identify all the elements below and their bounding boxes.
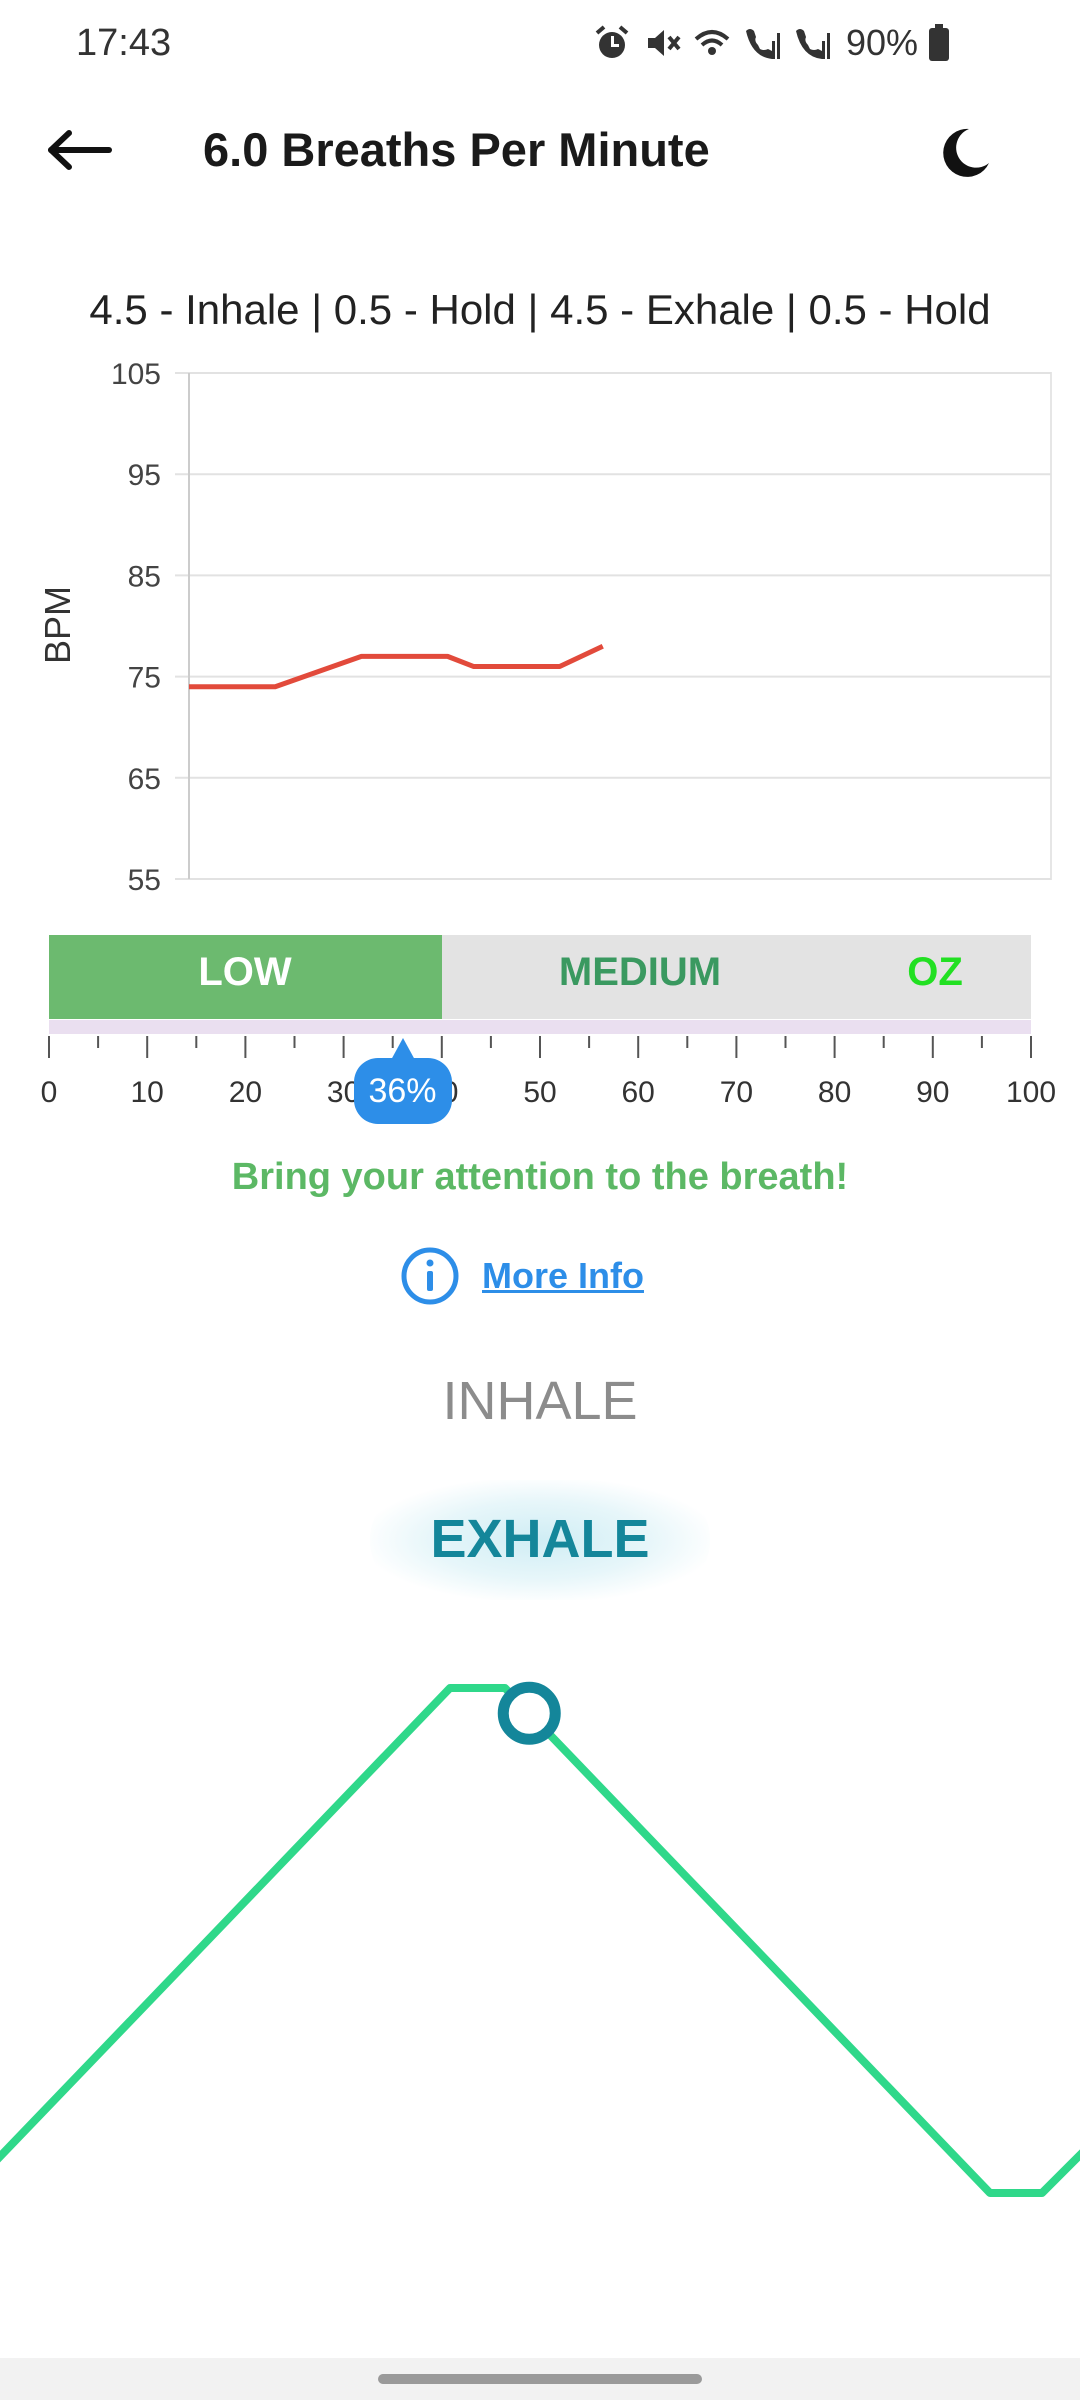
chart-y-tick-label: 105 bbox=[111, 360, 161, 391]
chart-grid bbox=[175, 372, 1052, 880]
more-info-label[interactable]: More Info bbox=[482, 1255, 644, 1296]
breathing-wave bbox=[0, 1681, 1080, 2197]
zone-oz-label: OZ bbox=[907, 950, 963, 994]
scale-label: 0 bbox=[41, 1076, 58, 1109]
home-gesture-handle[interactable] bbox=[378, 2374, 702, 2384]
wifi-calling-icon bbox=[694, 30, 730, 55]
chart-y-tick-label: 85 bbox=[128, 560, 161, 593]
scale-label: 60 bbox=[622, 1076, 655, 1109]
mute-icon bbox=[648, 30, 681, 56]
chart-y-label: BPM bbox=[37, 586, 78, 664]
moon-icon bbox=[943, 128, 989, 177]
zone-low-fill bbox=[49, 935, 442, 1019]
status-time: 17:43 bbox=[76, 22, 172, 64]
zone-low-label: LOW bbox=[198, 950, 292, 994]
scale-labels: 0102030405060708090100 bbox=[41, 1076, 1056, 1109]
chart-plot-area bbox=[188, 372, 1052, 880]
page-title: 6.0 Breaths Per Minute bbox=[203, 123, 710, 176]
battery-icon bbox=[929, 24, 950, 61]
scale-label: 10 bbox=[131, 1076, 164, 1109]
phase-inhale: INHALE bbox=[442, 1371, 638, 1431]
scale-label: 100 bbox=[1006, 1076, 1056, 1109]
breathing-wave-line bbox=[0, 1684, 1080, 2197]
scale-label: 20 bbox=[229, 1076, 262, 1109]
status-icons: 90% bbox=[592, 22, 950, 64]
phase-exhale: EXHALE bbox=[430, 1509, 650, 1569]
phase-exhale-glow bbox=[370, 1480, 710, 1600]
scale-label: 80 bbox=[818, 1076, 851, 1109]
chart-y-tick-label: 55 bbox=[128, 864, 161, 897]
breathing-pattern: 4.5 - Inhale | 0.5 - Hold | 4.5 - Exhale… bbox=[89, 286, 991, 333]
zone-medium-label: MEDIUM bbox=[558, 950, 722, 994]
chart-series bbox=[188, 643, 604, 690]
alarm-icon bbox=[595, 25, 629, 58]
guidance-message: Bring your attention to the breath! bbox=[231, 1156, 849, 1198]
scale-label: 70 bbox=[720, 1076, 753, 1109]
sim1-signal-icon bbox=[746, 29, 780, 59]
battery-percentage: 90% bbox=[846, 22, 919, 63]
value-bubble: 36% bbox=[353, 1058, 452, 1124]
info-icon bbox=[401, 1247, 459, 1305]
chart-y-ticks: 105 95 85 75 65 55 bbox=[111, 360, 161, 897]
back-button[interactable] bbox=[40, 120, 120, 180]
breathing-position-marker bbox=[497, 1681, 561, 1745]
chart-y-tick-label: 95 bbox=[128, 459, 161, 492]
theme-toggle-button[interactable] bbox=[930, 118, 1000, 188]
scale-label: 90 bbox=[916, 1076, 949, 1109]
scale-track bbox=[49, 1020, 1031, 1034]
sim2-signal-icon bbox=[796, 29, 830, 59]
coherence-scale: 0102030405060708090100 bbox=[41, 1020, 1056, 1109]
bpm-series-line bbox=[189, 643, 604, 690]
arrow-left-icon bbox=[48, 130, 112, 170]
value-pointer bbox=[390, 1038, 415, 1060]
bpm-chart: 105 95 85 75 65 55 BPM bbox=[37, 360, 1052, 897]
scale-label: 50 bbox=[523, 1076, 556, 1109]
chart-y-tick-label: 65 bbox=[128, 763, 161, 796]
chart-y-tick-label: 75 bbox=[128, 662, 161, 695]
more-info-link[interactable]: More Info bbox=[400, 1246, 644, 1306]
scale-ticks bbox=[48, 1036, 1032, 1058]
